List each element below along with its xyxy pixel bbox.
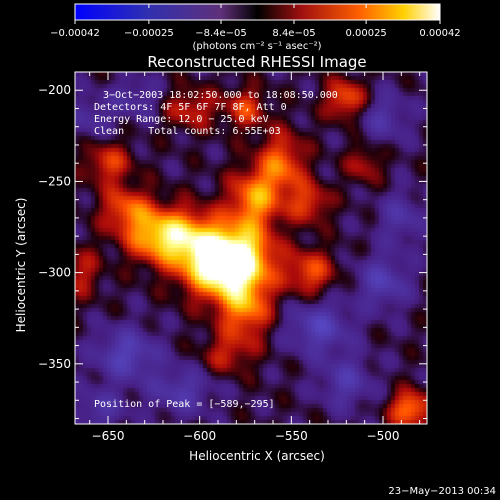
colorbar [74,3,441,21]
colorbar-tick-label: 8.4e−05 [272,28,315,39]
x-tick-label: −500 [367,429,400,443]
heatmap-image [75,72,427,424]
x-tick-label: −650 [92,429,125,443]
colorbar-tick-label: 0.00025 [345,28,386,39]
footer-timestamp: 23−May−2013 00:34 [388,486,496,497]
colorbar-tick-label: −0.00025 [124,28,174,39]
peak-position-label: Position of Peak = [−589,−295] [94,399,275,410]
colorbar-tick-label: −0.00042 [50,28,100,39]
plot-frame [74,71,428,425]
annotation-energy-range: Energy Range: 12.0 − 25.0 keV [94,114,269,125]
colorbar-ticks: −0.00042 −0.00025 −8.4e−05 8.4e−05 0.00025 0.… [50,4,461,39]
y-tick-label: −250 [38,174,71,188]
y-tick-label: −350 [38,357,71,371]
x-axis-label: Heliocentric X (arcsec) [189,449,325,463]
annotation-time-range: 3−Oct−2003 18:02:50.000 to 18:08:50.000 [103,90,338,101]
annotation-clean-counts: Clean Total counts: 6.55E+03 [94,126,281,137]
chart-title: Reconstructed RHESSI Image [147,53,366,71]
colorbar-tick-label: −8.4e−05 [195,28,247,39]
annotation-detectors: Detectors: 4F 5F 6F 7F 8F, Att 0 [94,102,287,113]
x-tick-label: −600 [183,429,216,443]
y-tick-label: −300 [38,266,71,280]
colorbar-tick-label: 0.00042 [419,28,460,39]
colorbar-unit-label: (photons cm⁻² s⁻¹ asec⁻²) [192,41,321,52]
x-tick-label: −550 [275,429,308,443]
axis-ticks: −650 −600 −550 −500 −200 −250 −300 −350 [38,71,427,443]
y-tick-label: −200 [38,83,71,97]
y-axis-label: Heliocentric Y (arcsec) [14,198,28,333]
